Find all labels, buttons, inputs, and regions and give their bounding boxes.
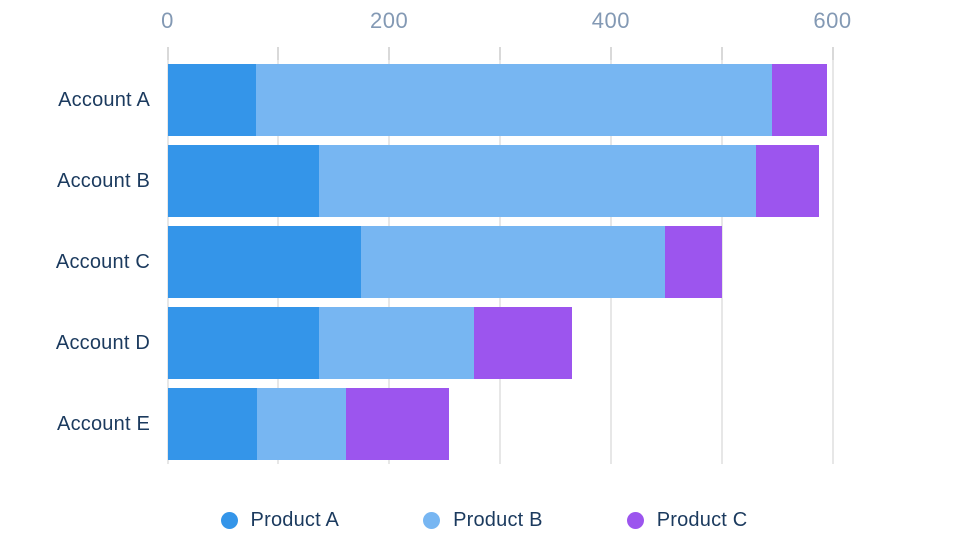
bar-segment[interactable] — [167, 388, 258, 460]
axis-tick — [499, 47, 501, 60]
legend-dot-icon — [626, 511, 644, 529]
bar-segment[interactable] — [771, 64, 827, 136]
bar-segment[interactable] — [167, 64, 257, 136]
axis-tick — [720, 47, 723, 60]
category-label: Account D — [55, 331, 150, 354]
axis-tick — [388, 47, 391, 60]
category-label: Account B — [57, 169, 150, 192]
legend: Product A Product B Product C — [0, 503, 968, 537]
bar-segment[interactable] — [345, 388, 449, 460]
axis-tick — [277, 47, 280, 60]
bar-segment[interactable] — [474, 307, 573, 379]
legend-dot-icon — [220, 511, 238, 529]
gridline — [720, 60, 723, 464]
bar-segment[interactable] — [257, 388, 346, 460]
category-label: Account E — [57, 412, 150, 435]
axis-tick — [609, 47, 612, 60]
bar-segment[interactable] — [319, 307, 475, 379]
bar-segment[interactable] — [167, 307, 320, 379]
bar-row — [167, 307, 573, 379]
axis-tick-label: 200 — [370, 8, 409, 33]
legend-label: Product A — [250, 508, 340, 531]
bar-segment[interactable] — [756, 145, 820, 217]
bar-segment[interactable] — [167, 145, 320, 217]
bar-segment[interactable] — [256, 64, 772, 136]
gridline — [831, 60, 834, 464]
bar-segment[interactable] — [319, 145, 756, 217]
bar-row — [167, 64, 827, 136]
legend-dot-icon — [423, 511, 441, 529]
legend-label: Product B — [453, 508, 543, 531]
category-label: Account C — [55, 250, 150, 273]
category-label: Account A — [58, 88, 150, 111]
bar-segment[interactable] — [665, 226, 722, 298]
axis-tick-label: 0 — [161, 8, 174, 33]
bar-segment[interactable] — [361, 226, 666, 298]
axis-tick — [166, 47, 169, 60]
bar-row — [167, 388, 449, 460]
axis-tick-label: 400 — [591, 8, 630, 33]
bar-row — [167, 226, 722, 298]
legend-label: Product C — [656, 508, 748, 531]
legend-item[interactable]: Product B — [423, 509, 543, 532]
axis-tick — [831, 47, 834, 60]
bar-row — [167, 145, 820, 217]
bar-segment[interactable] — [167, 226, 362, 298]
legend-item[interactable]: Product C — [626, 508, 748, 532]
axis-tick-label: 600 — [813, 8, 852, 33]
legend-item[interactable]: Product A — [220, 508, 340, 532]
